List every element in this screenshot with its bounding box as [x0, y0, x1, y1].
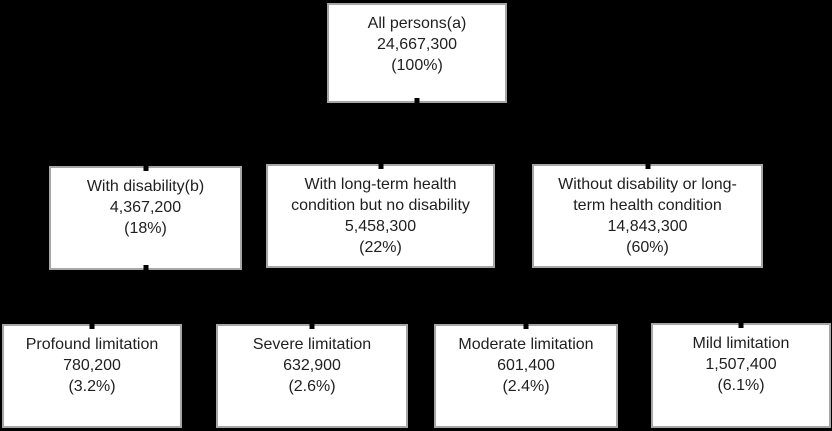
- node-label: All persons(a): [367, 15, 467, 32]
- node-value: 1,507,400: [705, 356, 777, 373]
- node-without-disability-or-condition: Without disability or long- term health …: [532, 164, 763, 268]
- node-with-disability: With disability(b) 4,367,200 (18%): [49, 166, 242, 270]
- node-percent: (6.1%): [717, 377, 765, 394]
- node-label: Without disability or long- term health …: [558, 176, 737, 214]
- node-severe-limitation: Severe limitation 632,900 (2.6%): [216, 324, 408, 428]
- node-label: Mild limitation: [692, 335, 790, 352]
- node-long-term-condition-no-disability: With long-term health condition but no d…: [266, 164, 495, 268]
- node-percent: (22%): [359, 239, 402, 256]
- node-value: 5,458,300: [344, 218, 417, 235]
- node-label: Severe limitation: [252, 336, 372, 353]
- node-label: Moderate limitation: [458, 336, 594, 353]
- connector-stub: [414, 98, 420, 103]
- node-value: 4,367,200: [109, 199, 182, 216]
- node-mild-limitation: Mild limitation 1,507,400 (6.1%): [651, 323, 831, 428]
- node-percent: (18%): [124, 220, 167, 237]
- connector-stub: [645, 164, 650, 169]
- node-value: 632,900: [283, 357, 341, 374]
- node-percent: (100%): [391, 57, 443, 74]
- node-label: Profound limitation: [25, 336, 159, 353]
- connector-stub: [89, 324, 95, 329]
- node-moderate-limitation: Moderate limitation 601,400 (2.4%): [434, 324, 618, 428]
- connector-stub: [309, 324, 315, 329]
- node-percent: (60%): [626, 239, 669, 256]
- node-profound-limitation: Profound limitation 780,200 (3.2%): [2, 324, 182, 428]
- connector-stub: [738, 323, 744, 328]
- connector-stub: [523, 324, 529, 329]
- node-value: 780,200: [63, 357, 121, 374]
- node-value: 601,400: [497, 357, 555, 374]
- connector-stub: [143, 265, 148, 270]
- node-value: 24,667,300: [376, 36, 458, 53]
- node-label: With disability(b): [86, 178, 205, 195]
- node-value: 14,843,300: [607, 218, 688, 235]
- node-percent: (3.2%): [68, 378, 116, 395]
- node-percent: (2.4%): [502, 378, 550, 395]
- connector-stub: [143, 166, 148, 171]
- node-all-persons: All persons(a) 24,667,300 (100%): [327, 3, 507, 103]
- connector-stub: [378, 164, 383, 169]
- node-percent: (2.6%): [288, 378, 336, 395]
- node-label: With long-term health condition but no d…: [291, 176, 470, 214]
